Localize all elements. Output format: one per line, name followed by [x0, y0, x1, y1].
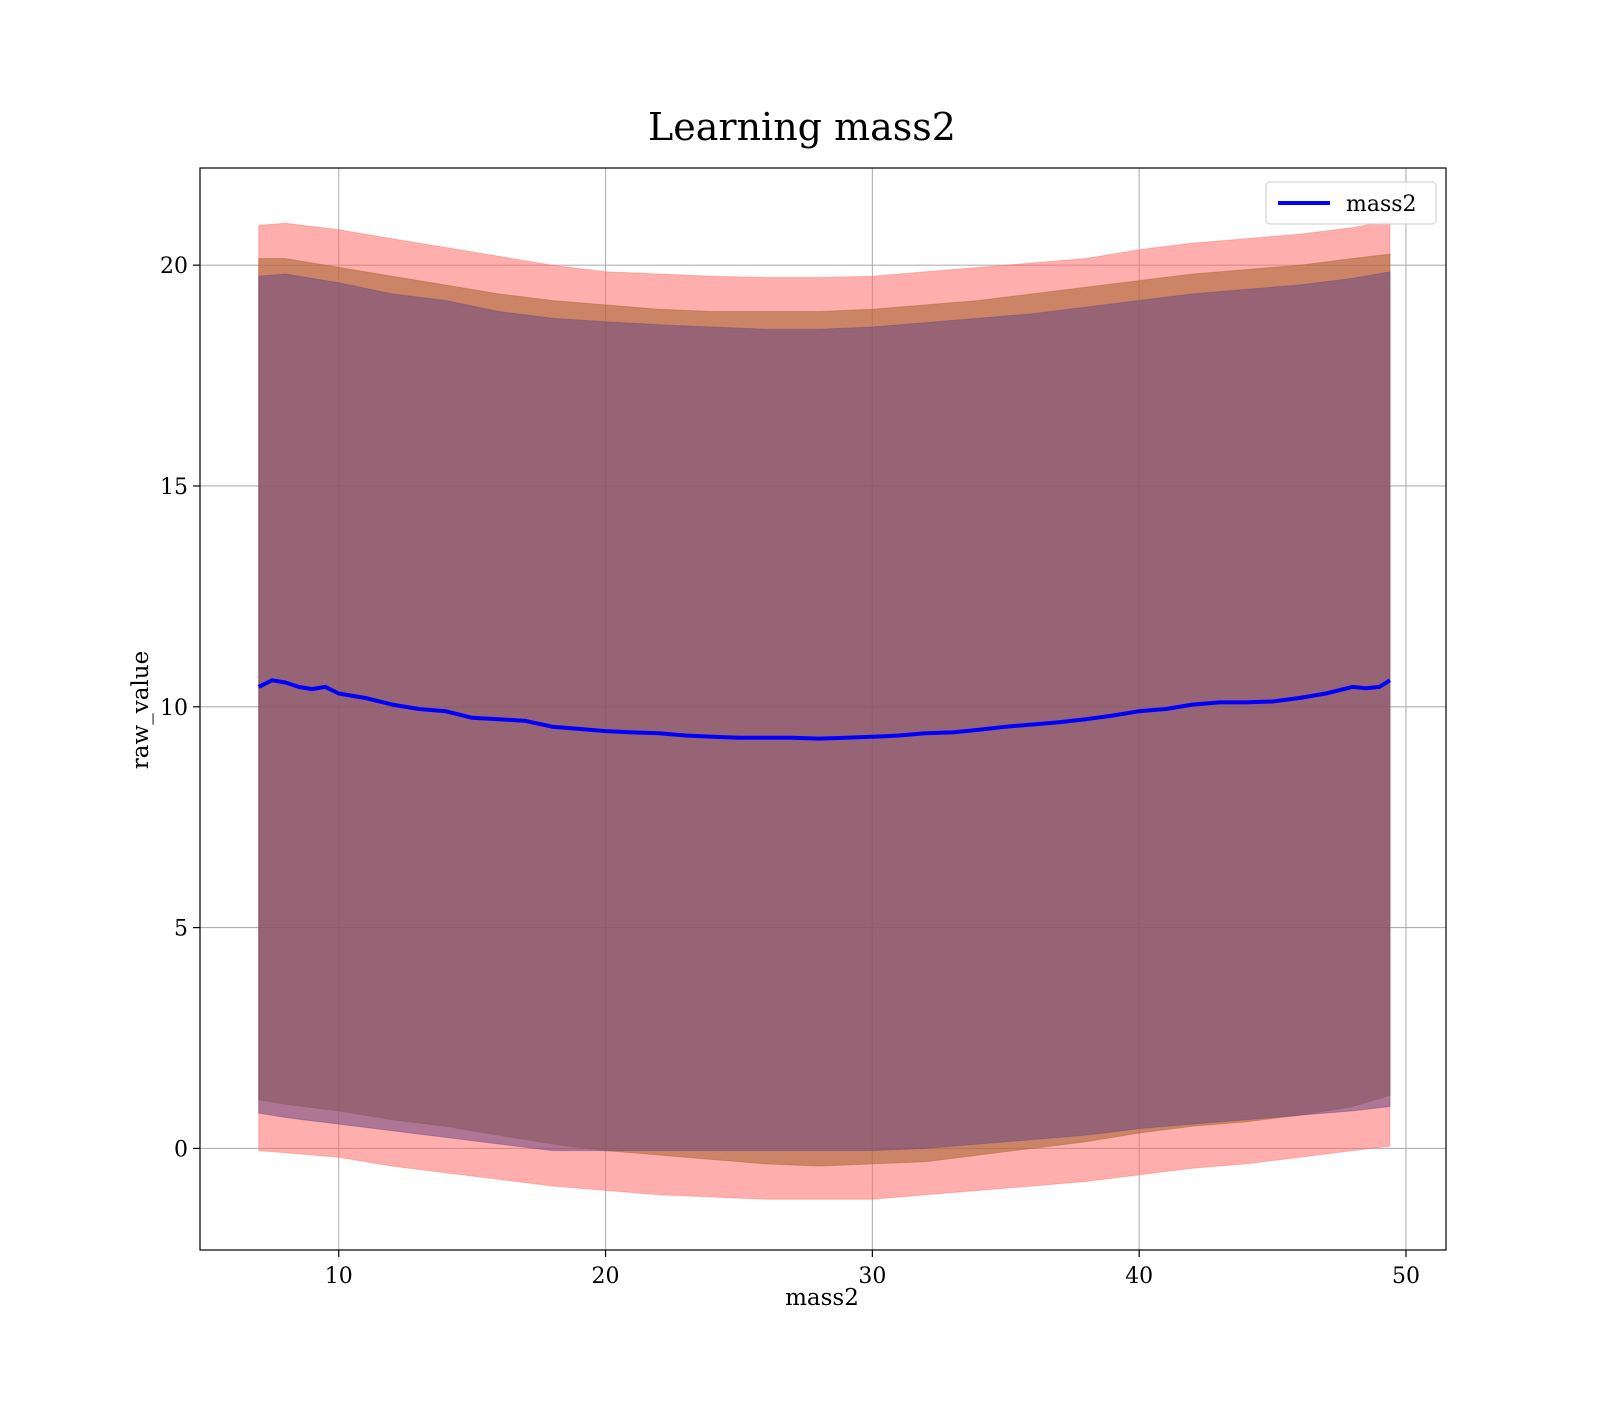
band-2	[258, 271, 1391, 1152]
x-tick-label: 20	[592, 1264, 620, 1289]
series-line-mass2	[257, 678, 1392, 741]
chart-title: Learning mass2	[648, 105, 956, 149]
y-tick-label: 5	[174, 917, 188, 942]
x-tick-label: 40	[1125, 1264, 1153, 1289]
confidence-bands	[258, 220, 1391, 1200]
y-tick-label: 15	[160, 475, 188, 500]
y-tick-label: 10	[160, 696, 188, 721]
x-tick-label: 30	[858, 1264, 886, 1289]
y-tick-label: 0	[174, 1137, 188, 1162]
legend-box	[1265, 181, 1437, 225]
x-axis-label: mass2	[785, 1285, 859, 1311]
y-tick-label: 20	[160, 254, 188, 279]
plot-frame	[199, 167, 1447, 1251]
legend: mass2	[1265, 181, 1437, 225]
x-tick-label: 10	[325, 1264, 353, 1289]
x-axis-ticks: 10 20 30 40 50	[325, 1250, 1420, 1289]
y-axis-ticks: 0 5 10 15 20	[160, 254, 200, 1162]
x-tick-label: 50	[1392, 1264, 1420, 1289]
series-lines	[257, 678, 1392, 741]
legend-label: mass2	[1346, 192, 1417, 217]
y-axis-label: raw_value	[128, 651, 154, 769]
